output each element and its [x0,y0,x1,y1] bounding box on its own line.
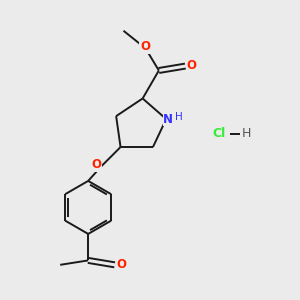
Text: N: N [163,112,173,126]
Text: O: O [91,158,101,171]
Text: O: O [187,59,197,72]
Text: H: H [242,127,251,140]
Text: Cl: Cl [213,127,226,140]
Text: O: O [116,258,126,271]
Text: O: O [140,40,150,53]
Text: H: H [175,112,182,122]
